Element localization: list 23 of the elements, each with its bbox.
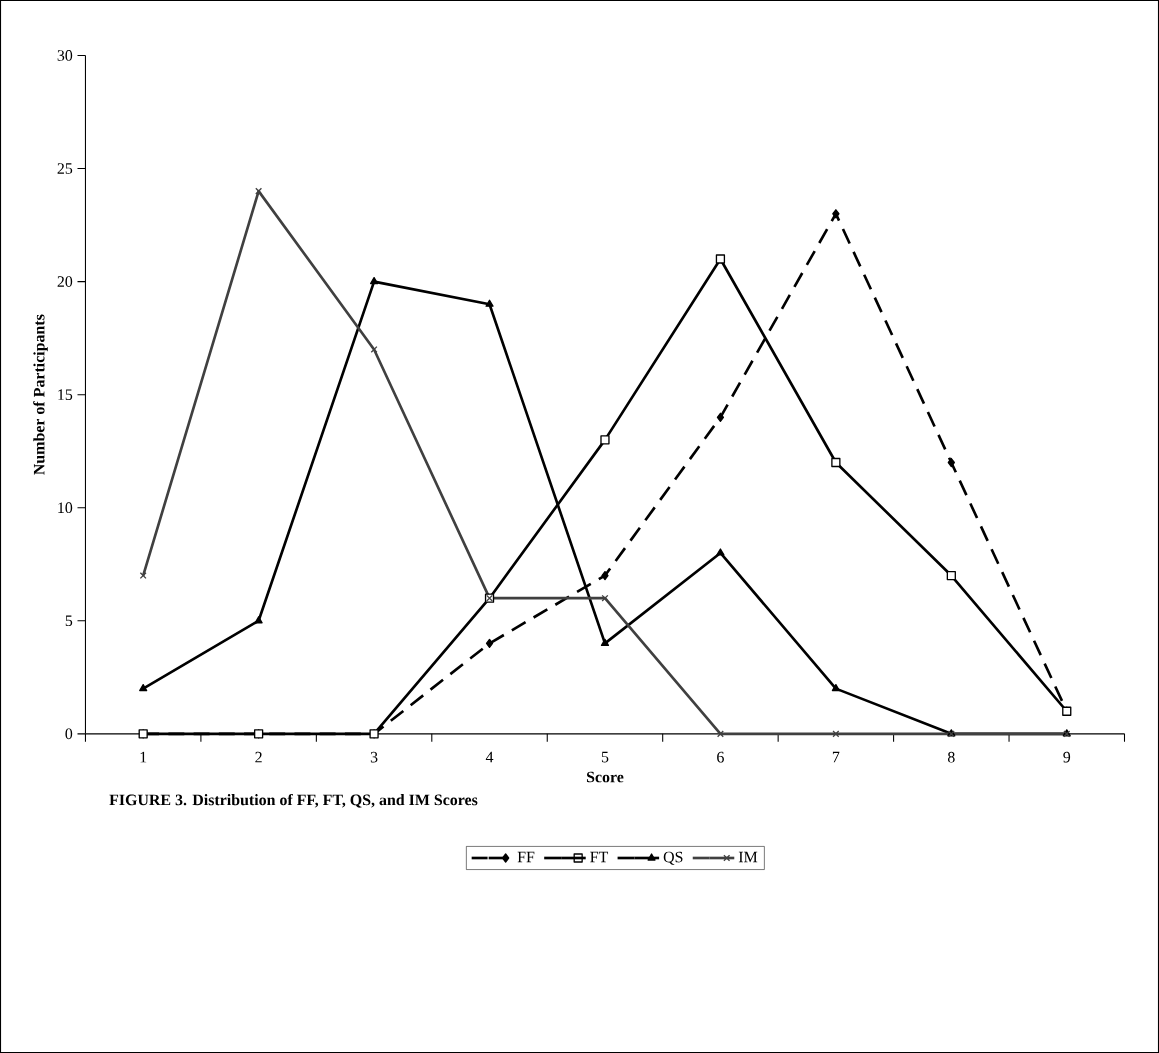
y-axis-title: Number of Participants: [33, 314, 48, 475]
y-tick-label: 0: [65, 728, 73, 740]
y-tick-label: 20: [57, 276, 73, 287]
legend-label: FT: [590, 851, 609, 863]
x-tick-label: 5: [601, 751, 609, 763]
y-tick-label: 15: [58, 389, 73, 400]
y-tick-label: 5: [65, 615, 73, 627]
x-tick-label: 3: [370, 751, 378, 763]
x-tick-label: 8: [947, 751, 955, 763]
legend-label: FF: [517, 851, 535, 863]
text: FIGURE 3. Distribution of FF, FT, QS, and IM Scores: [109, 793, 478, 808]
x-tick-label: 2: [255, 751, 262, 763]
x-tick-label: 1: [140, 751, 147, 763]
x-tick-label: 9: [1063, 751, 1071, 763]
x-axis-title: Score: [586, 771, 624, 783]
legend-label: IM: [738, 851, 758, 863]
y-tick-label: 25: [57, 163, 73, 174]
x-tick-label: 6: [717, 751, 724, 763]
legend-label: QS: [663, 851, 683, 865]
x-tick-label: 7: [832, 751, 840, 763]
y-tick-label: 10: [58, 502, 73, 514]
x-tick-label: 4: [485, 751, 494, 763]
y-tick-label: 30: [57, 50, 73, 61]
